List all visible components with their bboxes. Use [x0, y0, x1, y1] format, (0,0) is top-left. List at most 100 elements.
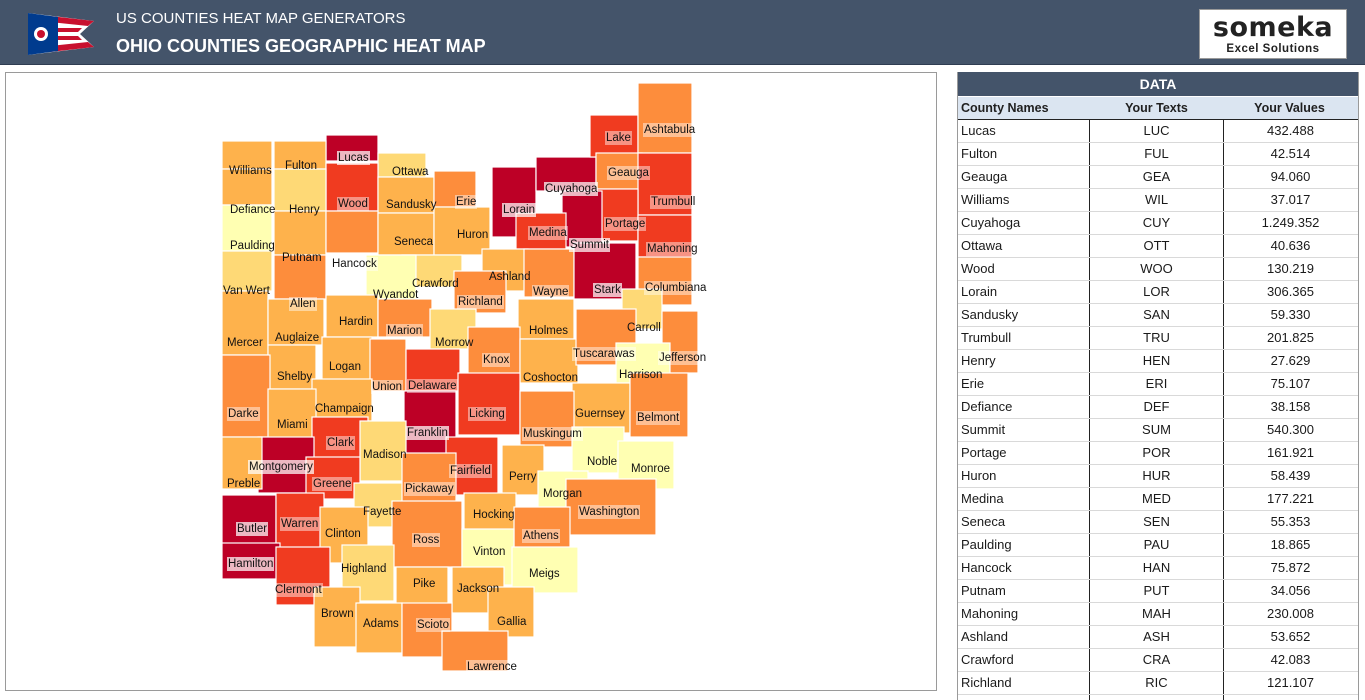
- county-name-cell[interactable]: Williams: [958, 189, 1090, 211]
- table-row[interactable]: Cuyahoga CUY 1.249.352: [958, 212, 1358, 235]
- county-name-cell[interactable]: Ashland: [958, 626, 1090, 648]
- value-cell[interactable]: 37.017: [1270, 192, 1311, 207]
- county-name-cell[interactable]: Hancock: [958, 557, 1090, 579]
- table-row[interactable]: Henry HEN 27.629: [958, 350, 1358, 373]
- table-row[interactable]: Sandusky SAN 59.330: [958, 304, 1358, 327]
- text-cell[interactable]: PAU: [1090, 534, 1224, 556]
- value-cell[interactable]: 177.221: [1267, 491, 1314, 506]
- value-cell[interactable]: 34.056: [1270, 583, 1311, 598]
- value-cell[interactable]: 42.083: [1270, 652, 1311, 667]
- table-row[interactable]: Putnam PUT 34.056: [958, 580, 1358, 603]
- county-name-cell[interactable]: Mahoning: [958, 603, 1090, 625]
- table-row[interactable]: Summit SUM 540.300: [958, 419, 1358, 442]
- county-name-cell[interactable]: Seneca: [958, 511, 1090, 533]
- value-cell[interactable]: 75.872: [1270, 560, 1311, 575]
- county-name-cell[interactable]: Paulding: [958, 534, 1090, 556]
- value-cell[interactable]: 55.353: [1270, 514, 1311, 529]
- someka-logo[interactable]: someka Excel Solutions: [1199, 9, 1347, 59]
- county-name-cell[interactable]: Fulton: [958, 143, 1090, 165]
- text-cell[interactable]: SUM: [1090, 419, 1224, 441]
- county-name-cell[interactable]: Lucas: [958, 120, 1090, 142]
- text-cell[interactable]: FUL: [1090, 143, 1224, 165]
- table-row[interactable]: Crawford CRA 42.083: [958, 649, 1358, 672]
- value-cell[interactable]: 121.107: [1267, 675, 1314, 690]
- table-row[interactable]: Huron HUR 58.439: [958, 465, 1358, 488]
- text-cell[interactable]: SEN: [1090, 511, 1224, 533]
- value-cell[interactable]: 38.158: [1270, 399, 1311, 414]
- text-cell[interactable]: DEF: [1090, 396, 1224, 418]
- table-row[interactable]: Paulding PAU 18.865: [958, 534, 1358, 557]
- text-cell[interactable]: PUT: [1090, 580, 1224, 602]
- text-cell[interactable]: RIC: [1090, 672, 1224, 694]
- value-cell[interactable]: 53.652: [1270, 629, 1311, 644]
- value-cell[interactable]: 42.514: [1270, 146, 1311, 161]
- county-name-cell[interactable]: Sandusky: [958, 304, 1090, 326]
- text-cell[interactable]: SAN: [1090, 304, 1224, 326]
- value-cell[interactable]: 230.008: [1267, 606, 1314, 621]
- value-cell[interactable]: 40.636: [1270, 238, 1311, 253]
- text-cell[interactable]: WAY: [1090, 695, 1224, 700]
- table-row[interactable]: Seneca SEN 55.353: [958, 511, 1358, 534]
- value-cell[interactable]: 58.439: [1270, 468, 1311, 483]
- county-name-cell[interactable]: Defiance: [958, 396, 1090, 418]
- value-cell[interactable]: 540.300: [1267, 422, 1314, 437]
- county-name-cell[interactable]: Lorain: [958, 281, 1090, 303]
- county-name-cell[interactable]: Richland: [958, 672, 1090, 694]
- table-row[interactable]: Erie ERI 75.107: [958, 373, 1358, 396]
- value-cell[interactable]: 94.060: [1270, 169, 1311, 184]
- text-cell[interactable]: HAN: [1090, 557, 1224, 579]
- text-cell[interactable]: CRA: [1090, 649, 1224, 671]
- text-cell[interactable]: CUY: [1090, 212, 1224, 234]
- county-name-cell[interactable]: Portage: [958, 442, 1090, 464]
- value-cell[interactable]: 161.921: [1267, 445, 1314, 460]
- text-cell[interactable]: HUR: [1090, 465, 1224, 487]
- table-row[interactable]: Ashland ASH 53.652: [958, 626, 1358, 649]
- county-name-cell[interactable]: Geauga: [958, 166, 1090, 188]
- table-row[interactable]: Fulton FUL 42.514: [958, 143, 1358, 166]
- table-row[interactable]: Lucas LUC 432.488: [958, 120, 1358, 143]
- value-cell[interactable]: 306.365: [1267, 284, 1314, 299]
- value-cell[interactable]: 130.219: [1267, 261, 1314, 276]
- text-cell[interactable]: WIL: [1090, 189, 1224, 211]
- value-cell[interactable]: 432.488: [1267, 123, 1314, 138]
- text-cell[interactable]: GEA: [1090, 166, 1224, 188]
- text-cell[interactable]: HEN: [1090, 350, 1224, 372]
- county-name-cell[interactable]: Ottawa: [958, 235, 1090, 257]
- text-cell[interactable]: LUC: [1090, 120, 1224, 142]
- county-name-cell[interactable]: Henry: [958, 350, 1090, 372]
- county-name-cell[interactable]: Cuyahoga: [958, 212, 1090, 234]
- text-cell[interactable]: POR: [1090, 442, 1224, 464]
- table-row[interactable]: Defiance DEF 38.158: [958, 396, 1358, 419]
- text-cell[interactable]: WOO: [1090, 258, 1224, 280]
- value-cell[interactable]: 116.470: [1224, 695, 1357, 700]
- table-row[interactable]: Williams WIL 37.017: [958, 189, 1358, 212]
- value-cell[interactable]: 18.865: [1270, 537, 1311, 552]
- county-name-cell[interactable]: Wood: [958, 258, 1090, 280]
- text-cell[interactable]: OTT: [1090, 235, 1224, 257]
- value-cell[interactable]: 201.825: [1267, 330, 1314, 345]
- county-name-cell[interactable]: Huron: [958, 465, 1090, 487]
- county-name-cell[interactable]: Medina: [958, 488, 1090, 510]
- table-row[interactable]: Medina MED 177.221: [958, 488, 1358, 511]
- table-row[interactable]: Hancock HAN 75.872: [958, 557, 1358, 580]
- value-cell[interactable]: 59.330: [1270, 307, 1311, 322]
- table-row[interactable]: Mahoning MAH 230.008: [958, 603, 1358, 626]
- county-name-cell[interactable]: Wayne: [958, 695, 1090, 700]
- text-cell[interactable]: ASH: [1090, 626, 1224, 648]
- table-row[interactable]: WayneWAY116.470: [958, 695, 1358, 700]
- text-cell[interactable]: LOR: [1090, 281, 1224, 303]
- value-cell[interactable]: 1.249.352: [1261, 215, 1320, 230]
- text-cell[interactable]: MAH: [1090, 603, 1224, 625]
- county-name-cell[interactable]: Erie: [958, 373, 1090, 395]
- table-row[interactable]: Geauga GEA 94.060: [958, 166, 1358, 189]
- table-row[interactable]: Lorain LOR 306.365: [958, 281, 1358, 304]
- value-cell[interactable]: 75.107: [1270, 376, 1311, 391]
- table-row[interactable]: Trumbull TRU 201.825: [958, 327, 1358, 350]
- table-row[interactable]: Ottawa OTT 40.636: [958, 235, 1358, 258]
- table-row[interactable]: Richland RIC 121.107: [958, 672, 1358, 695]
- table-row[interactable]: Portage POR 161.921: [958, 442, 1358, 465]
- county-name-cell[interactable]: Trumbull: [958, 327, 1090, 349]
- county-name-cell[interactable]: Crawford: [958, 649, 1090, 671]
- text-cell[interactable]: ERI: [1090, 373, 1224, 395]
- county-name-cell[interactable]: Summit: [958, 419, 1090, 441]
